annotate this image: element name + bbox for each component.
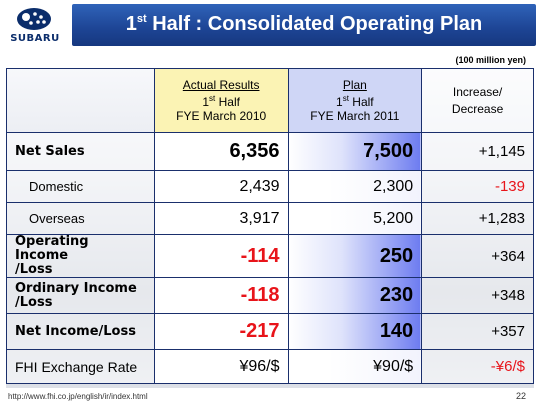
logo-text: SUBARU	[10, 33, 60, 44]
row-label: Net Sales	[6, 132, 155, 171]
header-empty-cell	[6, 68, 155, 133]
table-row: Ordinary Income/Loss -118 230 +348	[6, 277, 534, 314]
actual-value: ¥96/$	[153, 349, 289, 384]
table-row: FHI Exchange Rate ¥96/$ ¥90/$ -¥6/$	[6, 349, 534, 384]
row-label: Ordinary Income/Loss	[6, 277, 155, 314]
actual-value: -217	[153, 313, 289, 350]
pleiades-emblem-icon	[17, 8, 51, 30]
page-title: 1st Half : Consolidated Operating Plan	[125, 13, 483, 35]
actual-value: 6,356	[153, 132, 289, 171]
row-label: Overseas	[6, 202, 155, 235]
header-row: Actual Results 1st Half FYE March 2010 P…	[6, 68, 534, 133]
plan-value: 230	[287, 277, 423, 314]
change-value: -¥6/$	[421, 349, 534, 384]
change-value: +1,145	[421, 132, 534, 171]
plan-value: 5,200	[287, 202, 423, 235]
page-number: 22	[515, 391, 526, 401]
actual-value: -114	[153, 234, 289, 278]
plan-value: 2,300	[287, 170, 423, 203]
change-value: +1,283	[421, 202, 534, 235]
header-actual-results: Actual Results 1st Half FYE March 2010	[153, 68, 289, 133]
actual-value: 2,439	[153, 170, 289, 203]
actual-value: 3,917	[153, 202, 289, 235]
header-plan: Plan 1st Half FYE March 2011	[287, 68, 423, 133]
change-value: +348	[421, 277, 534, 314]
change-value: +357	[421, 313, 534, 350]
title-bar: 1st Half : Consolidated Operating Plan	[72, 4, 536, 46]
table-row: Net Sales 6,356 7,500 +1,145	[6, 132, 534, 171]
change-value: -139	[421, 170, 534, 203]
footer-url-link[interactable]: http://www.fhi.co.jp/english/ir/index.ht…	[8, 392, 148, 401]
subaru-logo: SUBARU	[0, 0, 70, 50]
plan-value: 7,500	[287, 132, 423, 171]
row-label: Net Income/Loss	[6, 313, 155, 350]
unit-note: (100 million yen)	[455, 55, 526, 65]
change-value: +364	[421, 234, 534, 278]
actual-value: -118	[153, 277, 289, 314]
plan-value: 250	[287, 234, 423, 278]
table-row: Net Income/Loss -217 140 +357	[6, 313, 534, 350]
row-label: Operating Income/Loss	[6, 234, 155, 278]
header-increase-decrease: Increase/ Decrease	[421, 68, 534, 133]
row-label: Domestic	[6, 170, 155, 203]
plan-value: 140	[287, 313, 423, 350]
row-label: FHI Exchange Rate	[6, 349, 155, 384]
operating-plan-table: Actual Results 1st Half FYE March 2010 P…	[6, 68, 534, 384]
table-row: Domestic 2,439 2,300 -139	[6, 170, 534, 203]
plan-value: ¥90/$	[287, 349, 423, 384]
table-row: Overseas 3,917 5,200 +1,283	[6, 202, 534, 235]
table-row: Operating Income/Loss -114 250 +364	[6, 234, 534, 278]
